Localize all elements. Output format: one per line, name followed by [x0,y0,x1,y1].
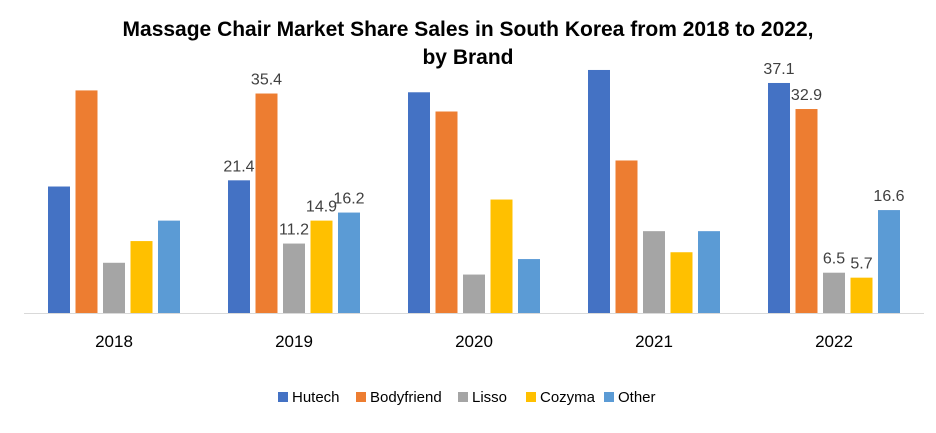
legend-label-cozyma: Cozyma [540,389,596,406]
legend-label-hutech: Hutech [292,389,340,406]
bar-lisso-2021 [643,231,665,313]
data-label-other-2022: 16.6 [873,188,904,205]
data-label-lisso-2019: 11.2 [279,222,309,239]
bar-bodyfriend-2019 [255,93,278,314]
x-tick-label-2021: 2021 [635,332,673,351]
data-label-other-2019: 16.2 [333,191,364,208]
data-label-cozyma-2022: 5.7 [850,256,872,273]
bar-bodyfriend-2021 [615,160,638,313]
chart-title-line-2: by Brand [422,46,513,69]
data-label-lisso-2022: 6.5 [823,251,845,268]
data-label-bodyfriend-2022: 32.9 [791,87,822,104]
chart-title-line-1: Massage Chair Market Share Sales in Sout… [123,18,814,41]
x-tick-label-2020: 2020 [455,332,493,351]
data-labels: 21.4 35.4 11.2 14.916.2 37.1 32.9 6.5 5.7 16.6 [223,61,904,273]
legend-swatch-bodyfriend [356,392,366,402]
data-label-hutech-2022: 37.1 [763,61,794,78]
bar-other-2018 [158,220,180,313]
bar-cozyma-2018 [130,241,153,313]
bar-lisso-2020 [463,274,485,313]
bar-hutech-2019 [228,180,250,313]
data-label-cozyma-2019: 14.9 [306,199,337,216]
legend-swatch-other [604,392,614,402]
bar-hutech-2018 [48,186,70,313]
bar-hutech-2021 [588,69,610,314]
legend-label-lisso: Lisso [472,389,507,406]
bar-lisso-2022 [823,272,845,313]
data-label-hutech-2019: 21.4 [223,158,254,175]
bar-other-2019 [338,212,360,313]
bar-other-2022 [878,210,900,313]
legend-swatch-cozyma [526,392,536,402]
bar-hutech-2020 [408,92,430,313]
x-tick-label-2022: 2022 [815,332,853,351]
legend: Hutech Bodyfriend Lisso Cozyma Other [278,389,656,406]
bar-lisso-2018 [103,262,125,313]
legend-swatch-lisso [458,392,468,402]
bar-bodyfriend-2020 [435,111,458,313]
x-axis-ticks: 2018 2019 2020 2021 2022 [95,332,853,351]
bar-cozyma-2021 [670,252,693,313]
data-label-bodyfriend-2019: 35.4 [251,72,282,89]
legend-swatch-hutech [278,392,288,402]
bar-lisso-2019 [283,243,305,313]
plot-area [48,69,900,314]
bar-cozyma-2019 [310,220,333,313]
bar-cozyma-2022 [850,277,873,313]
bar-bodyfriend-2018 [75,90,98,313]
bar-other-2020 [518,259,540,313]
legend-label-bodyfriend: Bodyfriend [370,389,442,406]
bar-other-2021 [698,231,720,313]
legend-label-other: Other [618,389,656,406]
bar-hutech-2022 [768,82,790,313]
x-tick-label-2018: 2018 [95,332,133,351]
x-tick-label-2019: 2019 [275,332,313,351]
bar-bodyfriend-2022 [795,109,818,314]
bar-cozyma-2020 [490,199,513,313]
